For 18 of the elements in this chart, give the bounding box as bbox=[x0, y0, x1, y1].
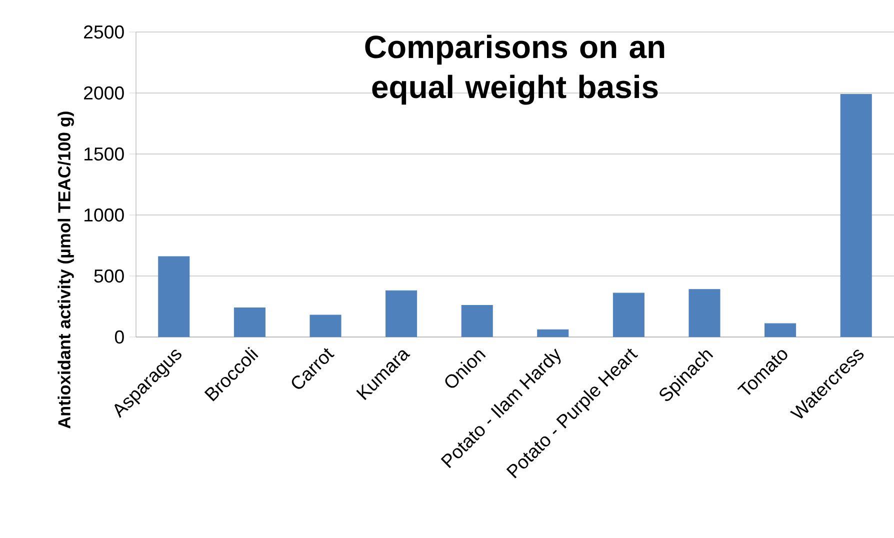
y-tick-label: 0 bbox=[114, 330, 124, 344]
bar bbox=[612, 292, 644, 337]
bar bbox=[537, 329, 569, 337]
bar bbox=[158, 256, 190, 337]
y-tick-label: 2500 bbox=[84, 25, 124, 39]
bar bbox=[386, 290, 418, 337]
bar bbox=[234, 307, 266, 337]
y-tick-label: 1500 bbox=[84, 147, 124, 161]
bar bbox=[310, 314, 342, 337]
y-tick-label: 500 bbox=[94, 269, 124, 283]
bar bbox=[840, 94, 872, 337]
y-tick-label: 2000 bbox=[84, 86, 124, 100]
bar bbox=[764, 323, 796, 337]
text: Comparisons on an equal weight basis bbox=[365, 34, 664, 105]
bar bbox=[461, 305, 493, 337]
y-tick-label: 1000 bbox=[84, 208, 124, 222]
y-axis-title: Antioxidant activity (µmol TEAC/100 g) bbox=[58, 112, 74, 429]
bar bbox=[688, 289, 720, 337]
